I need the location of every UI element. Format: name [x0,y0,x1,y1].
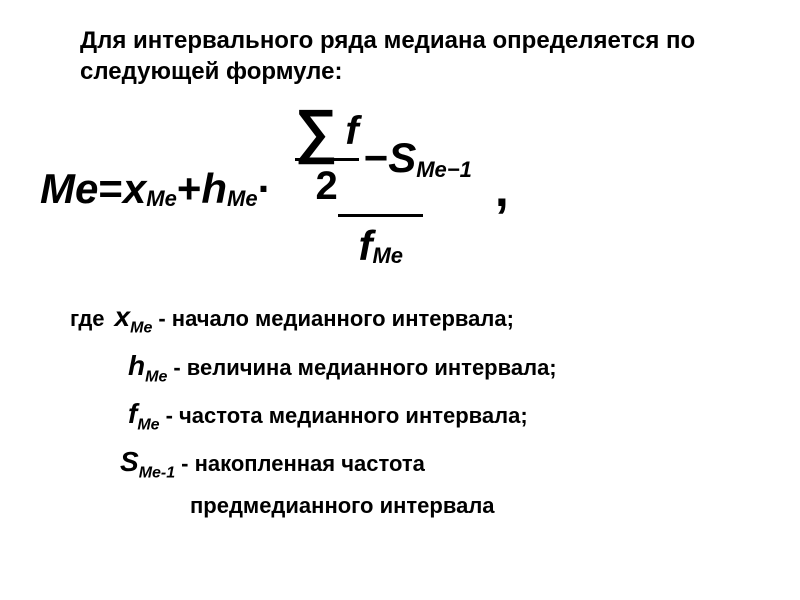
def-x-text: - начало медианного интервала; [158,301,514,336]
def-f-text: - частота медианного интервала; [166,398,528,433]
formula-comma: , [495,160,509,218]
formula-f-top: f [345,109,358,154]
formula-lhs: Me [40,165,98,213]
def-s-var: SMe-1 [120,440,175,486]
def-s-line2: предмедианного интервала [40,488,760,523]
fraction-denominator: f Me [338,214,423,270]
def-f-line: fMe - частота медианного интервала; [40,392,760,438]
formula-h-sub: Me [227,186,258,212]
def-where: где [70,301,105,336]
formula-f-bottom-sub: Me [372,243,403,269]
formula-S-sub: Me−1 [416,157,472,183]
formula-h: h [201,165,227,213]
formula-equals: = [98,165,123,213]
heading: Для интервального ряда медиана определяе… [40,25,760,87]
formula-dot: · [258,165,272,213]
def-f-var: fMe [128,392,160,438]
median-formula: Me = x Me + h Me · ∑ f 2 − S Me−1 f Me , [40,107,760,270]
fraction-numerator: ∑ f 2 − S Me−1 [280,107,482,214]
formula-f-bottom: f [358,222,372,270]
formula-x: x [123,165,146,213]
def-h-text: - величина медианного интервала; [173,350,556,385]
def-x-line: где xMe - начало медианного интервала; [40,295,760,341]
sigma-icon: ∑ [295,107,338,155]
formula-x-sub: Me [146,186,177,212]
def-x-var: xMe [115,295,153,341]
def-s-text2: предмедианного интервала [190,488,495,523]
def-s-line: SMe-1 - накопленная частота [40,440,760,486]
def-h-var: hMe [128,344,167,390]
def-s-text: - накопленная частота [181,446,425,481]
formula-S: S [388,134,416,182]
formula-main-fraction: ∑ f 2 − S Me−1 f Me [280,107,482,270]
def-h-line: hMe - величина медианного интервала; [40,344,760,390]
formula-two: 2 [295,158,359,209]
formula-minus: − [364,134,389,182]
sum-over-two: ∑ f 2 [295,107,359,209]
definitions: где xMe - начало медианного интервала; h… [40,295,760,523]
formula-plus: + [177,165,202,213]
